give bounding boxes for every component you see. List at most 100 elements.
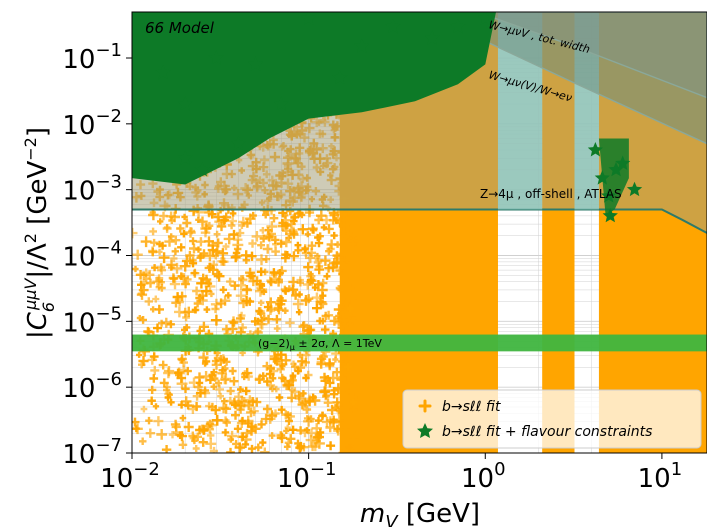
orange-point [193, 432, 202, 441]
orange-point [304, 394, 315, 405]
orange-point [316, 428, 325, 437]
orange-point [307, 241, 317, 250]
orange-point [334, 415, 345, 426]
orange-point [196, 253, 205, 262]
orange-point [196, 237, 206, 247]
orange-point [266, 276, 275, 285]
green-star-point [450, 18, 466, 34]
y-tick-label: 10−5 [62, 303, 122, 338]
orange-point [209, 446, 218, 453]
green-star-point [332, 69, 348, 85]
orange-point [330, 231, 338, 240]
orange-point [217, 248, 229, 259]
green-star-point [424, 30, 440, 45]
orange-point [157, 218, 164, 225]
orange-point [323, 272, 331, 280]
orange-point [168, 431, 177, 439]
orange-point [265, 233, 274, 242]
orange-point [343, 299, 351, 307]
orange-point [151, 264, 159, 272]
orange-point [263, 377, 272, 386]
orange-point [238, 444, 245, 451]
green-star-point [208, 50, 224, 65]
x-tick-label: 10−1 [277, 459, 337, 494]
orange-point [136, 289, 148, 300]
orange-point [217, 392, 224, 400]
legend-star-icon [417, 423, 433, 438]
orange-point [314, 239, 324, 248]
y-tick-label: 10−7 [62, 435, 122, 470]
green-star-point [247, 56, 264, 71]
orange-point [132, 417, 140, 427]
orange-point [145, 270, 155, 280]
orange-point [322, 391, 331, 400]
orange-point [196, 278, 207, 289]
orange-point [206, 431, 215, 440]
orange-point [256, 267, 266, 277]
orange-point [349, 393, 358, 402]
y-tick-label: 10−6 [62, 369, 122, 404]
orange-point [286, 434, 296, 444]
y-tick-label: 10−1 [62, 40, 122, 75]
orange-point [212, 248, 221, 256]
orange-point [256, 284, 263, 291]
orange-point [198, 273, 208, 283]
green-star-point [587, 142, 603, 157]
orange-point [198, 321, 209, 332]
orange-point [219, 286, 227, 294]
green-star-point [177, 96, 193, 111]
orange-point [192, 445, 200, 452]
orange-point [333, 424, 342, 433]
orange-point [149, 374, 159, 383]
orange-point [201, 386, 209, 395]
orange-point [277, 405, 286, 414]
orange-point [137, 280, 146, 290]
y-axis-label: |C6μμV|/Λ2 [GeV−2] [21, 127, 58, 339]
orange-point [332, 356, 339, 363]
orange-point [341, 210, 348, 218]
orange-point [213, 270, 225, 282]
orange-point [178, 440, 188, 449]
legend-item-green: b→sℓℓ fit + flavour constraints [417, 423, 652, 440]
orange-point [215, 384, 224, 394]
orange-point [191, 269, 198, 277]
orange-point [132, 423, 143, 435]
legend-label-green: b→sℓℓ fit + flavour constraints [442, 424, 652, 440]
orange-point [176, 373, 187, 383]
orange-point [327, 404, 338, 416]
orange-point [277, 431, 286, 440]
orange-point [237, 431, 247, 442]
orange-point [227, 436, 234, 443]
orange-point [347, 387, 355, 396]
orange-point [324, 358, 335, 369]
green-star-point [601, 188, 617, 203]
orange-point [139, 316, 147, 324]
orange-point [176, 224, 185, 233]
orange-point [241, 250, 252, 261]
orange-point [298, 211, 306, 219]
orange-point [148, 385, 157, 394]
orange-point [138, 355, 149, 367]
orange-point [168, 216, 176, 224]
orange-point [188, 227, 196, 235]
green-star-point [177, 150, 193, 165]
orange-point [196, 327, 203, 335]
orange-point [200, 371, 212, 382]
orange-point [169, 274, 178, 283]
green-star-point [594, 170, 610, 185]
orange-point [185, 250, 195, 261]
orange-point [312, 303, 322, 314]
orange-point [280, 375, 287, 382]
orange-point [153, 323, 162, 333]
orange-point [164, 236, 175, 247]
orange-point [213, 238, 223, 248]
orange-point [138, 285, 149, 295]
orange-point [220, 375, 230, 385]
orange-point [312, 433, 322, 443]
orange-point [248, 239, 257, 248]
orange-point [323, 398, 333, 407]
orange-point [336, 408, 343, 415]
orange-point [163, 386, 171, 394]
green-star-point [477, 12, 493, 25]
